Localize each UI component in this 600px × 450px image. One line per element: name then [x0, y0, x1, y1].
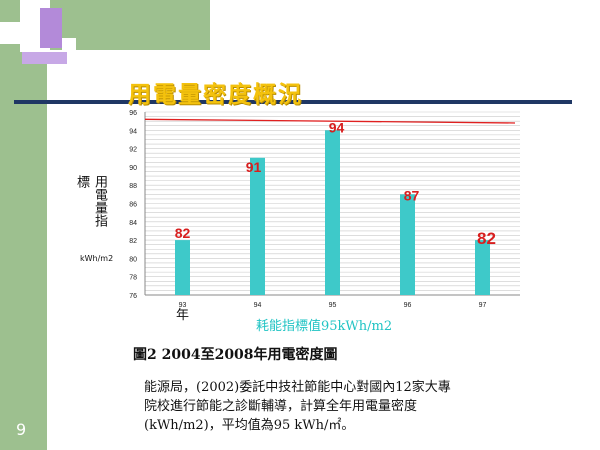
y-axis-label: 用電量指 — [92, 175, 107, 227]
y-axis-unit: kWh/m2 — [80, 254, 114, 263]
data-label: 87 — [404, 187, 420, 203]
slide-title: 用電量密度概況 — [128, 81, 303, 108]
x-tick-label: 94 — [254, 302, 262, 309]
decor-purple-square — [40, 8, 62, 48]
y-tick-label: 88 — [129, 183, 137, 190]
x-tick-label: 93 — [179, 302, 187, 309]
y-tick-label: 92 — [129, 147, 137, 154]
x-tick-label: 95 — [329, 302, 337, 309]
bar — [475, 240, 490, 295]
data-label: 82 — [477, 229, 496, 248]
left-green-band — [0, 0, 47, 450]
body-line: 能源局，(2002)委託中技社節能中心對國內12家大專 — [144, 380, 451, 395]
y-tick-label: 82 — [129, 238, 137, 245]
data-label: 94 — [329, 119, 345, 135]
body-line: (kWh/m2)，平均值為95 kWh/㎡。 — [144, 418, 355, 433]
y-tick-label: 84 — [129, 220, 137, 227]
x-tick-label: 97 — [479, 302, 487, 309]
y-axis-label-suffix: 標 — [74, 175, 89, 188]
bar — [325, 130, 340, 295]
y-tick-label: 96 — [129, 110, 137, 117]
data-label: 91 — [246, 159, 262, 175]
y-tick-label: 90 — [129, 165, 137, 172]
y-tick-label: 78 — [129, 275, 137, 282]
bar — [250, 157, 265, 295]
y-tick-label: 80 — [129, 256, 137, 263]
decor-lavender-square — [22, 52, 67, 64]
bar — [175, 240, 190, 295]
reference-line — [144, 118, 516, 124]
body-text: 能源局，(2002)委託中技社節能中心對國內12家大專 院校進行節能之診斷輔導，… — [144, 378, 564, 435]
x-tick-label: 96 — [404, 302, 412, 309]
bar — [400, 194, 415, 295]
y-tick-label: 76 — [129, 293, 137, 300]
y-tick-label: 86 — [129, 202, 137, 209]
page-number: 9 — [16, 420, 27, 439]
body-line: 院校進行節能之診斷輔導，計算全年用電量密度 — [144, 399, 418, 414]
reference-note: 耗能指標值95kWh/m2 — [256, 319, 393, 334]
title-rule — [14, 100, 572, 104]
decor-white-square — [0, 22, 38, 44]
decor-white-square — [62, 38, 76, 52]
data-label: 82 — [175, 225, 191, 241]
figure-caption: 圖2 2004至2008年用電密度圖 — [133, 347, 338, 363]
x-axis-label: 年 — [176, 308, 190, 323]
y-tick-label: 94 — [129, 128, 137, 135]
